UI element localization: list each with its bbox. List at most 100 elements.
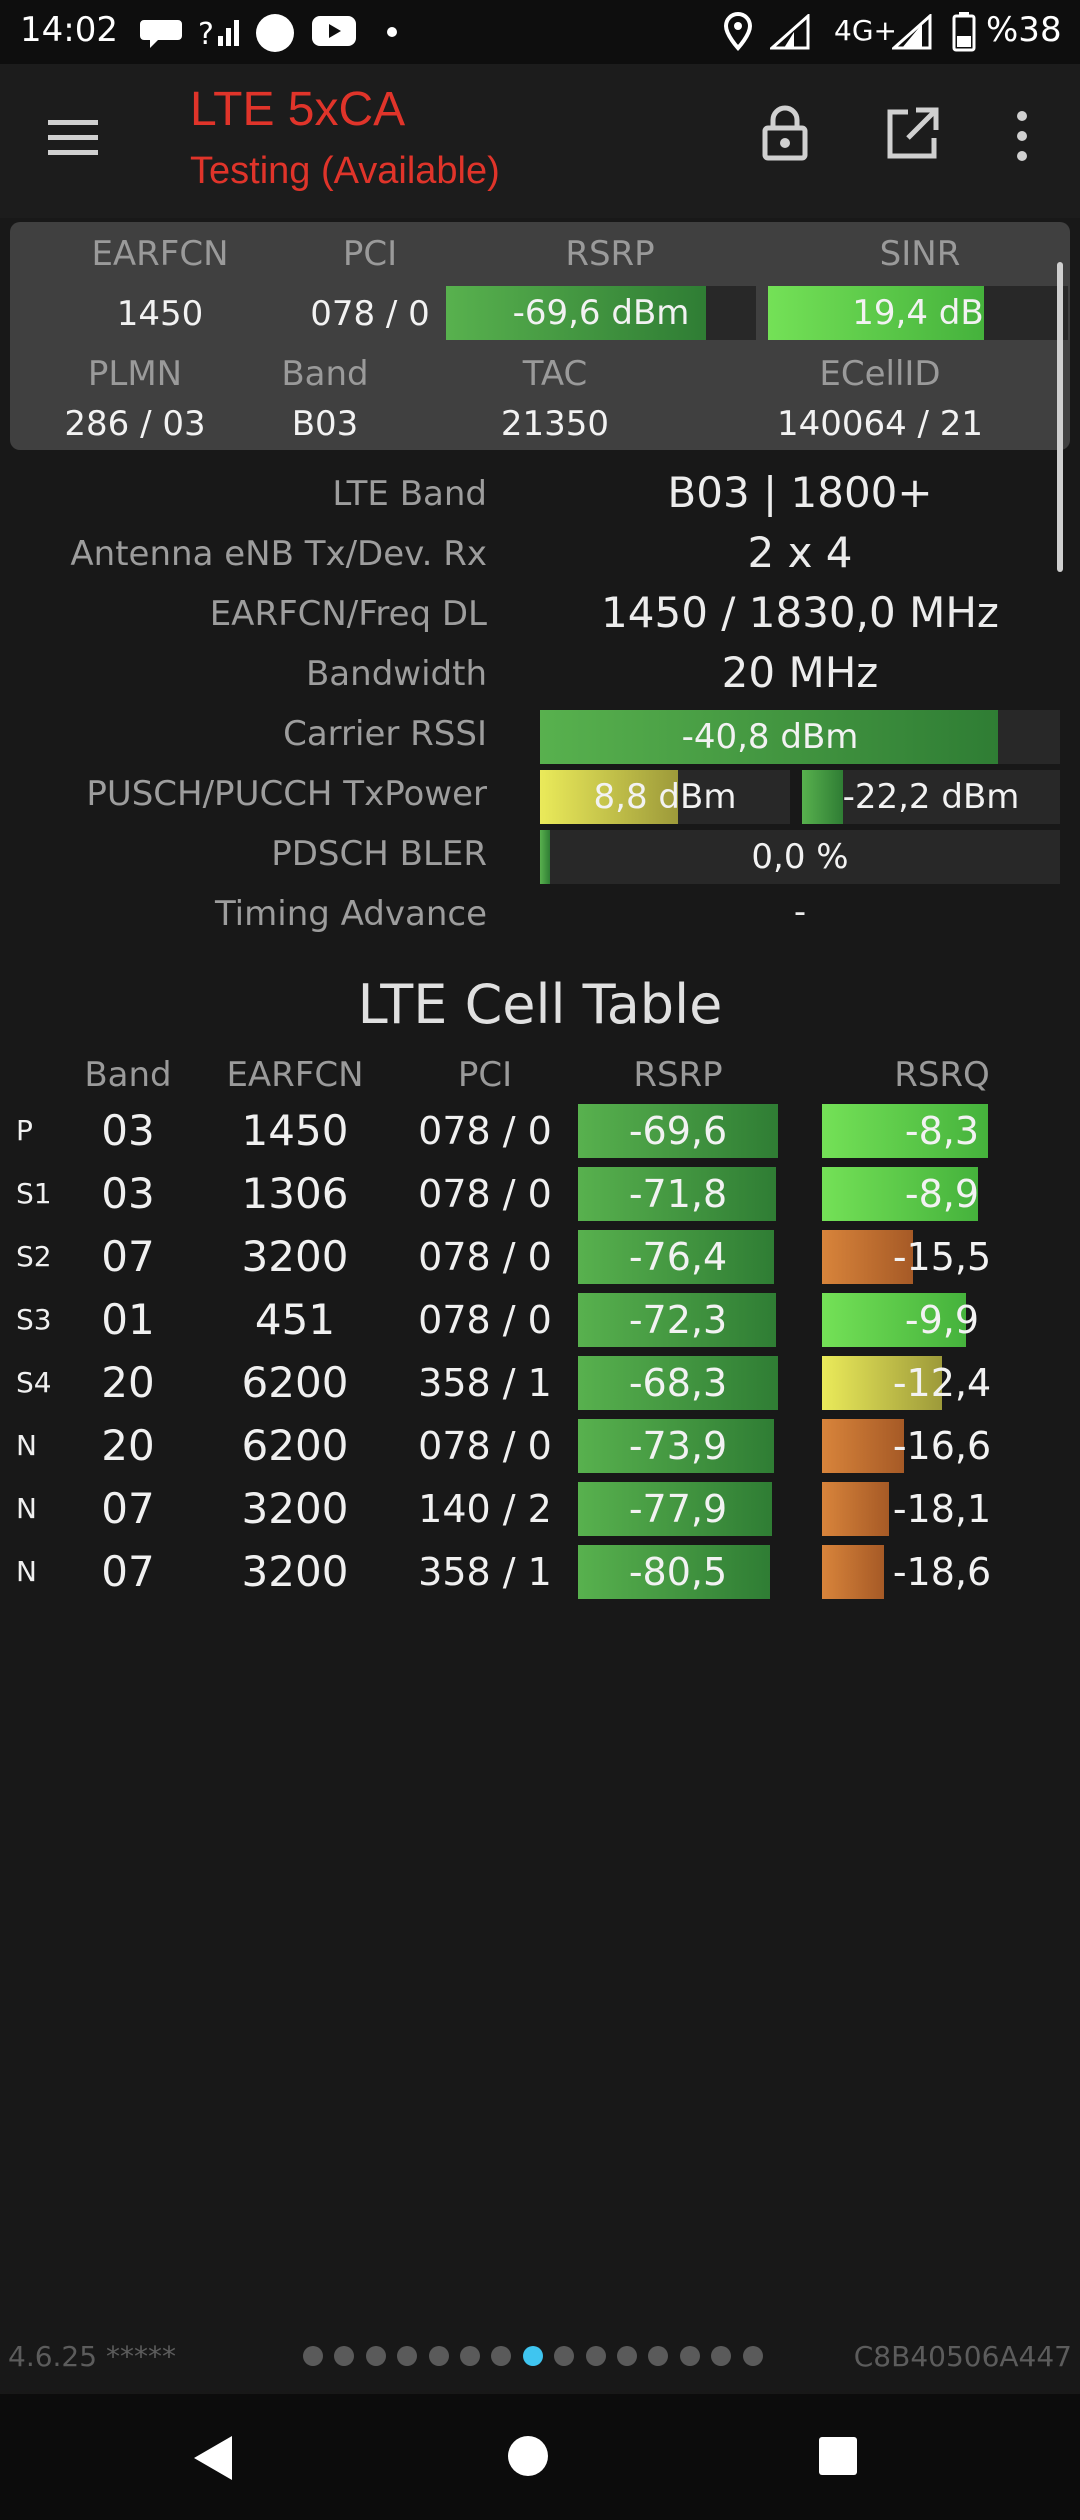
rsrp-value: -71,8 (628, 1172, 728, 1216)
recents-icon[interactable] (818, 2436, 858, 2476)
value-band: B03 (291, 404, 359, 444)
cell-earfcn: 6200 (241, 1421, 349, 1470)
cell-band: 01 (101, 1295, 155, 1344)
rsrq-bar: -12,4 (822, 1356, 1062, 1410)
signal-unknown-icon: ? (198, 17, 239, 50)
cell-pci: 140 / 2 (418, 1487, 552, 1531)
menu-icon[interactable] (46, 116, 100, 160)
value-sinr: 19,4 dB (852, 293, 984, 333)
rsrq-value: -15,5 (892, 1235, 992, 1279)
cell-rsrp: -68,3 (578, 1352, 778, 1414)
label-sinr: SINR (879, 234, 961, 274)
cell-pci: 078 / 0 (418, 1424, 552, 1468)
cell-pci: 358 / 1 (418, 1550, 552, 1594)
value-plmn: 286 / 03 (64, 404, 206, 444)
label-pci: PCI (342, 234, 398, 274)
cell-band: 20 (101, 1421, 155, 1470)
open-external-icon[interactable] (884, 106, 940, 162)
back-icon[interactable] (192, 2434, 236, 2482)
rsrp-bar-fill (578, 1419, 774, 1473)
location-icon (723, 12, 753, 51)
table-row: N 07 3200 358 / 1 -80,5 -18,6 (0, 1541, 1080, 1603)
label-rssi: Carrier RSSI (283, 714, 487, 754)
value-pci: 078 / 0 (310, 294, 430, 334)
label-ecellid: ECellID (819, 354, 941, 394)
value-freq: 1450 / 1830,0 MHz (601, 588, 999, 637)
more-vert-icon[interactable] (1010, 108, 1034, 164)
value-antenna: 2 x 4 (747, 528, 853, 577)
cell-rsrq: -15,5 (822, 1226, 1062, 1288)
label-earfcn: EARFCN (91, 234, 229, 274)
page-dot[interactable] (522, 2346, 543, 2366)
rsrp-bar-fill (578, 1545, 770, 1599)
page-dot[interactable] (679, 2346, 700, 2366)
page-dot[interactable] (585, 2346, 606, 2366)
cell-type: S3 (16, 1303, 52, 1336)
youtube-icon (312, 16, 356, 46)
cell-type: S2 (16, 1240, 52, 1273)
value-lte-band: B03 | 1800+ (667, 468, 933, 517)
rsrq-bar: -16,6 (822, 1419, 1062, 1473)
lock-icon[interactable] (760, 102, 810, 162)
cell-rsrp: -73,9 (578, 1415, 778, 1477)
label-rsrp: RSRP (565, 234, 655, 274)
rsrp-value: -80,5 (628, 1550, 728, 1594)
page-dot[interactable] (334, 2346, 355, 2366)
value-rssi: -40,8 dBm (681, 717, 859, 757)
table-row: P 03 1450 078 / 0 -69,6 -8,3 (0, 1100, 1080, 1162)
cell-type: S1 (16, 1177, 52, 1210)
col-rsrq: RSRQ (894, 1055, 990, 1095)
cell-type: N (16, 1492, 37, 1525)
rsrq-bar-fill (822, 1545, 885, 1599)
rsrp-value: -69,6 (628, 1109, 728, 1153)
page-dot[interactable] (742, 2346, 763, 2366)
col-pci: PCI (457, 1055, 513, 1095)
page-dot[interactable] (554, 2346, 575, 2366)
page-dot[interactable] (397, 2346, 418, 2366)
rsrp-value: -77,9 (628, 1487, 728, 1531)
rsrp-bar: -68,3 (578, 1356, 778, 1410)
scrollbar[interactable] (1057, 262, 1063, 572)
label-lte-band: LTE Band (332, 474, 487, 514)
dot-icon (387, 27, 397, 37)
cell-type: P (16, 1114, 33, 1147)
rsrq-bar-fill (822, 1293, 966, 1347)
page-dot[interactable] (460, 2346, 480, 2366)
cell-pci: 078 / 0 (418, 1235, 552, 1279)
home-icon[interactable] (506, 2434, 550, 2478)
cell-earfcn: 1450 (241, 1106, 349, 1155)
rsrp-bar-fill (578, 1167, 776, 1221)
page-dot[interactable] (303, 2346, 323, 2366)
navigation-bar (0, 2394, 1080, 2520)
col-band: Band (84, 1055, 172, 1095)
bler-meter: 0,0 % (540, 830, 1060, 884)
page-dot[interactable] (365, 2346, 386, 2366)
cell-rsrq: -8,9 (822, 1163, 1062, 1225)
page-indicator[interactable] (303, 2346, 773, 2370)
cell-pci: 078 / 0 (418, 1109, 552, 1153)
cell-table-title: LTE Cell Table (357, 973, 723, 1036)
cell-pci: 078 / 0 (418, 1172, 552, 1216)
status-time: 14:02 (20, 10, 118, 50)
cell-earfcn: 1306 (241, 1169, 349, 1218)
page-dot[interactable] (428, 2346, 449, 2366)
col-earfcn: EARFCN (226, 1055, 364, 1095)
rsrq-value: -9,9 (904, 1298, 980, 1342)
cell-band: 07 (101, 1547, 155, 1596)
rsrq-value: -12,4 (892, 1361, 992, 1405)
label-freq: EARFCN/Freq DL (209, 594, 487, 634)
table-row: S2 07 3200 078 / 0 -76,4 -15,5 (0, 1226, 1080, 1288)
page-dot[interactable] (648, 2346, 669, 2366)
pucch-meter-fill (802, 770, 844, 824)
value-ecellid: 140064 / 21 (776, 404, 984, 444)
status-bar: 14:02 ? 4G+ %38 (0, 0, 1080, 64)
battery-icon (952, 12, 976, 52)
page-dot[interactable] (711, 2346, 732, 2366)
rsrq-bar: -15,5 (822, 1230, 1062, 1284)
rsrp-bar: -72,3 (578, 1293, 778, 1347)
signal-icon (770, 14, 810, 50)
page-dot[interactable] (617, 2346, 637, 2366)
label-txpower: PUSCH/PUCCH TxPower (86, 774, 487, 814)
app-bar: LTE 5xCA Testing (Available) (0, 64, 1080, 218)
page-dot[interactable] (491, 2346, 512, 2366)
